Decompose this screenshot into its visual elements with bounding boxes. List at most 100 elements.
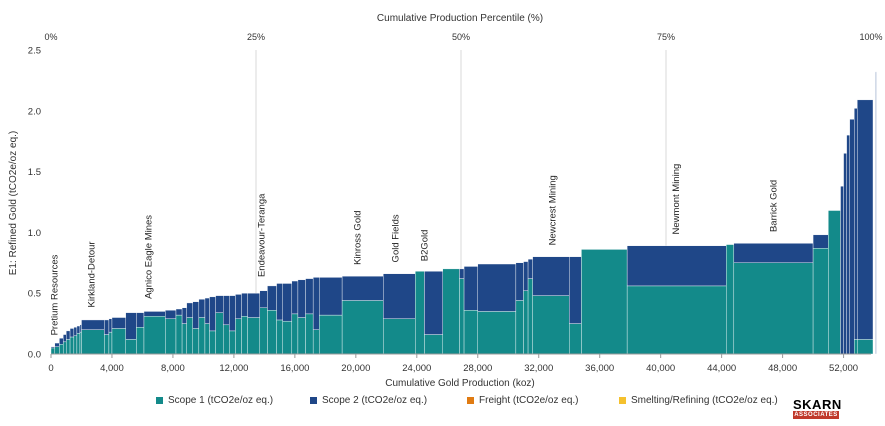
bar-scope1 — [215, 312, 224, 355]
bar-scope2 — [79, 324, 82, 333]
bar-scope1 — [198, 317, 206, 355]
bar-scope2 — [341, 275, 384, 301]
bar-scope2 — [424, 271, 443, 335]
bar-scope2 — [247, 293, 261, 318]
bar-scope2 — [857, 99, 874, 340]
bar-scope2 — [843, 153, 847, 355]
logo-text-bottom: ASSOCIATES — [793, 411, 839, 419]
top-tick-label: 75% — [657, 32, 675, 42]
bar-scope1 — [463, 310, 478, 355]
bar-scope2 — [515, 262, 524, 301]
bar-scope2 — [76, 325, 81, 334]
bar-scope1 — [626, 285, 727, 355]
bar-scope1 — [143, 316, 166, 355]
x-tick-label: 44,000 — [707, 363, 736, 374]
bar-scope2 — [54, 342, 60, 347]
annotation-label: Newmont Mining — [671, 164, 682, 235]
bar-scope2 — [849, 119, 855, 355]
bar-scope1 — [79, 331, 82, 355]
x-tick-label: 20,000 — [341, 363, 370, 374]
bar-scope1 — [247, 317, 261, 355]
bar-scope2 — [532, 256, 570, 296]
bar-scope2 — [297, 279, 306, 318]
top-tick-label: 25% — [247, 32, 265, 42]
bar-scope1 — [297, 317, 306, 355]
bar-scope2 — [209, 296, 216, 332]
bar-scope1 — [229, 330, 236, 355]
bar-scope1 — [477, 311, 517, 355]
bar-scope2 — [854, 108, 858, 340]
bar-scope1 — [192, 328, 200, 355]
bar-scope1 — [259, 307, 268, 355]
bar-scope2 — [111, 317, 126, 329]
annotation-label: Pretium Resources — [49, 254, 60, 335]
top-axis-title: Cumulative Production Percentile (%) — [377, 13, 543, 24]
top-tick-label: 100% — [859, 32, 882, 42]
annotation-label: Endeavour-Teranga — [256, 193, 267, 277]
bar-scope2 — [846, 134, 850, 355]
bar-scope1 — [276, 319, 283, 355]
y-tick-label: 2.0 — [28, 106, 41, 117]
bar-scope1 — [165, 318, 177, 355]
bar-scope2 — [312, 277, 320, 330]
legend-item-scope2: Scope 2 (tCO2e/oz eq.) — [310, 395, 427, 406]
bar-scope1 — [69, 336, 75, 355]
legend-item-scope1: Scope 1 (tCO2e/oz eq.) — [156, 395, 273, 406]
top-tick-label: 50% — [452, 32, 470, 42]
bar-scope1 — [59, 344, 64, 355]
legend-label-scope1: Scope 1 (tCO2e/oz eq.) — [168, 395, 274, 406]
bar-scope1 — [241, 316, 248, 355]
bar-scope1 — [828, 210, 841, 355]
bar-scope1 — [442, 268, 460, 355]
x-tick-label: 8,000 — [161, 363, 185, 374]
bar-scope1 — [424, 334, 443, 355]
bar-scope1 — [383, 318, 416, 355]
bar-scope2 — [50, 346, 56, 349]
bar-scope1 — [108, 331, 113, 355]
bar-scope1 — [186, 317, 193, 355]
bar-scope2 — [383, 273, 416, 319]
bar-scope2 — [319, 277, 343, 316]
bar-scope1 — [569, 323, 582, 355]
annotation-label: Gold Fields — [391, 214, 402, 262]
legend-item-freight: Freight (tCO2e/oz eq.) — [467, 395, 578, 406]
bar-scope2 — [104, 319, 110, 335]
bar-scope2 — [204, 297, 210, 324]
bar-scope1 — [415, 271, 425, 355]
bar-scope1 — [319, 314, 343, 355]
bar-scope1 — [73, 335, 78, 355]
bar-scope1 — [54, 346, 60, 355]
y-tick-label: 1.5 — [28, 167, 41, 178]
y-tick-label: 1.0 — [28, 228, 41, 239]
annotation-label: Newcrest Mining — [547, 175, 558, 245]
annotation-label: B2Gold — [419, 230, 430, 262]
bar-scope2 — [143, 311, 166, 317]
bar-scope1 — [204, 323, 210, 355]
x-tick-label: 36,000 — [585, 363, 614, 374]
bar-scope1 — [291, 313, 299, 355]
bar-scope1 — [223, 324, 230, 355]
bar-scope2 — [59, 337, 64, 345]
y-tick-label: 0.5 — [28, 289, 41, 300]
legend-swatch-freight — [467, 397, 474, 404]
bar-scope1 — [125, 339, 137, 355]
bar-scope1 — [175, 314, 183, 355]
bar-scope2 — [235, 294, 242, 319]
bar-scope2 — [523, 261, 529, 291]
bar-scope2 — [527, 258, 533, 279]
y-tick-label: 0.0 — [28, 350, 41, 361]
bar-scope1 — [341, 300, 384, 355]
bar-scope2 — [812, 234, 829, 249]
legend-label-freight: Freight (tCO2e/oz eq.) — [479, 395, 579, 406]
bar-scope2 — [215, 295, 224, 313]
bar-scope1 — [812, 248, 829, 355]
bar-scope1 — [581, 249, 628, 355]
logo-text-top: SKARN — [793, 397, 842, 412]
bar-scope2 — [229, 295, 236, 332]
x-tick-label: 28,000 — [463, 363, 492, 374]
bar-scope1 — [66, 339, 71, 355]
annotation-label: Kinross Gold — [352, 210, 363, 264]
bar-scope2 — [73, 327, 78, 336]
bar-scope1 — [312, 329, 320, 355]
skarn-logo: SKARN ASSOCIATES — [793, 398, 849, 420]
